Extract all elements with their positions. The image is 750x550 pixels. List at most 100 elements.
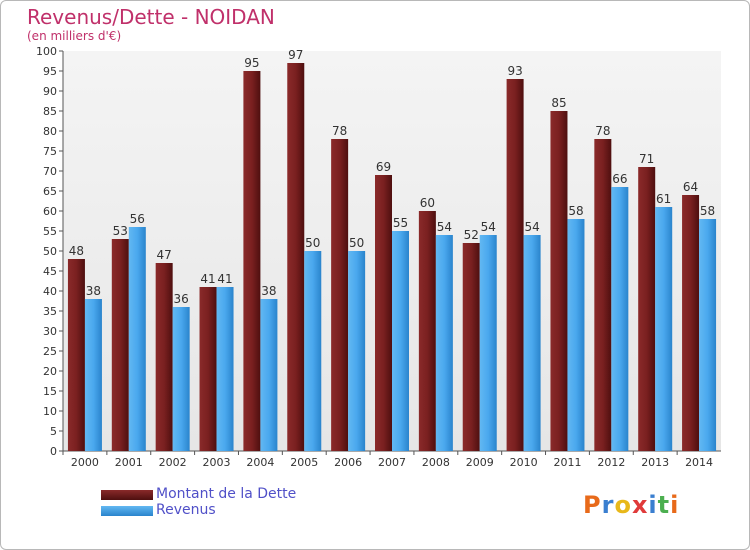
y-tick-label: 90 (43, 85, 57, 98)
bar-dette (67, 259, 85, 451)
proxiti-logo: Proxiti (583, 491, 679, 519)
data-label: 95 (244, 56, 259, 70)
legend-label-revenus: Revenus (156, 502, 216, 518)
x-tick-label: 2013 (641, 456, 669, 469)
data-label: 38 (261, 284, 276, 298)
y-tick-label: 45 (43, 265, 57, 278)
bar-dette (199, 287, 217, 451)
data-label: 52 (464, 228, 479, 242)
y-tick-label: 35 (43, 305, 57, 318)
bar-dette (550, 111, 568, 451)
x-tick-label: 2011 (553, 456, 581, 469)
data-label: 41 (217, 272, 232, 286)
data-label: 48 (69, 244, 84, 258)
bar-revenus (172, 307, 190, 451)
data-label: 55 (393, 216, 408, 230)
legend-swatch-revenus (101, 506, 153, 516)
y-axis: 0 5 10 15 20 25 30 35 40 45 50 55 60 65 70 75 80 85 90 95 10… (36, 45, 64, 458)
data-label: 54 (524, 220, 539, 234)
bar-revenus (348, 251, 366, 451)
bar-dette (418, 211, 436, 451)
bar-revenus (699, 219, 717, 451)
bar-dette (243, 71, 261, 451)
bar-revenus (611, 187, 629, 451)
bar-revenus (479, 235, 497, 451)
chart-title: Revenus/Dette - NOIDAN (27, 5, 275, 29)
bars (67, 63, 717, 451)
x-axis: 2000 2001 2002 2003 2004 2005 2006 2007 2008 2009… (62, 450, 721, 469)
x-tick-label: 2001 (115, 456, 143, 469)
logo-letter: i (670, 491, 680, 519)
data-label: 97 (288, 48, 303, 62)
x-tick-label: 2012 (597, 456, 625, 469)
x-tick-label: 2007 (378, 456, 406, 469)
y-tick-label: 5 (50, 425, 57, 438)
bar-dette (287, 63, 305, 451)
x-tick-label: 2002 (159, 456, 187, 469)
x-tick-label: 2003 (203, 456, 231, 469)
data-label: 54 (481, 220, 496, 234)
legend-swatch-dette (101, 490, 153, 500)
y-tick-label: 60 (43, 205, 57, 218)
logo-letter: P (583, 491, 602, 519)
bar-revenus (567, 219, 585, 451)
bar-dette (462, 243, 480, 451)
x-tick-label: 2008 (422, 456, 450, 469)
data-label: 71 (639, 152, 654, 166)
y-tick-label: 85 (43, 105, 57, 118)
bar-dette (506, 79, 524, 451)
bar-dette (331, 139, 349, 451)
y-tick-label: 20 (43, 365, 57, 378)
y-tick-label: 30 (43, 325, 57, 338)
data-label: 58 (700, 204, 715, 218)
data-label: 38 (86, 284, 101, 298)
bar-revenus (216, 287, 234, 451)
bar-dette (638, 167, 656, 451)
bar-revenus (523, 235, 541, 451)
bar-revenus (128, 227, 146, 451)
bar-dette (594, 139, 612, 451)
data-label: 56 (130, 212, 145, 226)
x-tick-label: 2000 (71, 456, 99, 469)
bar-dette (682, 195, 700, 451)
logo-letter: x (631, 491, 649, 519)
bar-revenus (304, 251, 322, 451)
y-tick-label: 75 (43, 145, 57, 158)
data-label: 78 (332, 124, 347, 138)
y-tick-label: 40 (43, 285, 57, 298)
data-label: 50 (349, 236, 364, 250)
data-label: 50 (305, 236, 320, 250)
x-tick-label: 2005 (290, 456, 318, 469)
data-label: 36 (174, 292, 189, 306)
y-tick-label: 80 (43, 125, 57, 138)
x-tick-label: 2010 (510, 456, 538, 469)
legend-label-dette: Montant de la Dette (156, 486, 297, 502)
bar-revenus (655, 207, 673, 451)
logo-letter: o (614, 491, 632, 519)
data-label: 69 (376, 160, 391, 174)
data-label: 66 (612, 172, 627, 186)
bar-dette (375, 175, 392, 451)
x-tick-label: 2004 (246, 456, 274, 469)
y-tick-label: 65 (43, 185, 57, 198)
data-label: 54 (437, 220, 452, 234)
y-tick-label: 10 (43, 405, 57, 418)
y-tick-label: 55 (43, 225, 57, 238)
y-tick-label: 95 (43, 65, 57, 78)
y-tick-label: 0 (50, 445, 57, 458)
bar-dette (155, 263, 173, 451)
y-tick-label: 50 (43, 245, 57, 258)
data-label: 47 (157, 248, 172, 262)
data-label: 58 (568, 204, 583, 218)
data-label: 64 (683, 180, 698, 194)
y-tick-label: 100 (36, 45, 57, 58)
x-tick-label: 2009 (466, 456, 494, 469)
logo-letter: t (657, 491, 671, 519)
data-label: 41 (200, 272, 215, 286)
x-tick-label: 2014 (685, 456, 713, 469)
bar-revenus (84, 299, 102, 451)
y-tick-label: 25 (43, 345, 57, 358)
